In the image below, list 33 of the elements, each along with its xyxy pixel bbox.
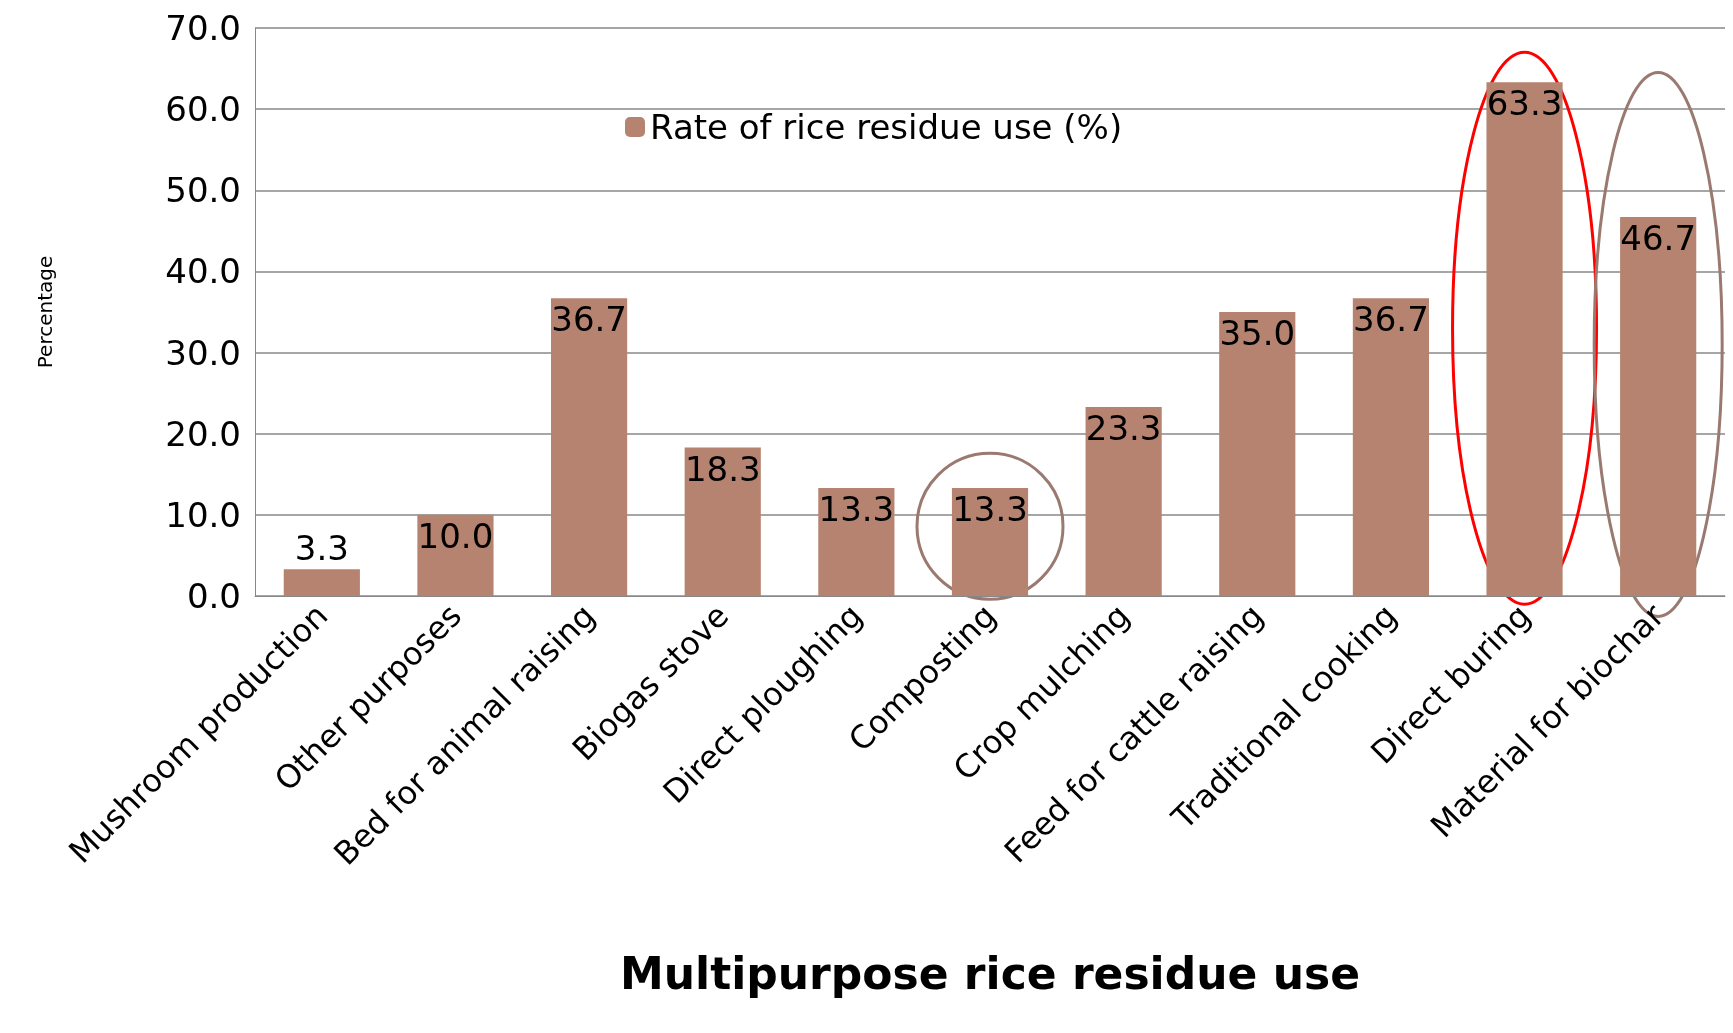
y-tick-label: 0.0 (186, 576, 241, 616)
data-label: 35.0 (1219, 313, 1296, 353)
y-tick-label: 50.0 (165, 170, 241, 211)
x-axis-title: Multipurpose rice residue use (619, 947, 1361, 999)
bar (684, 447, 761, 596)
y-tick-label: 20.0 (165, 413, 241, 454)
bar (1486, 82, 1563, 596)
data-label: 63.3 (1486, 83, 1563, 124)
bar (818, 488, 895, 596)
bar (1352, 298, 1429, 596)
bar (951, 488, 1029, 596)
data-label: 18.3 (684, 448, 761, 489)
y-tick-label: 70.0 (165, 8, 241, 48)
data-label: 3.3 (294, 528, 349, 569)
y-tick-label: 60.0 (165, 89, 241, 130)
bar (1620, 217, 1697, 596)
data-label: 13.3 (952, 489, 1028, 530)
data-label: 46.7 (1620, 218, 1697, 259)
data-label: 36.7 (1353, 299, 1429, 340)
bar (417, 514, 494, 596)
data-label: 10.0 (417, 515, 494, 556)
y-tick-label: 30.0 (165, 332, 241, 373)
bar (283, 569, 360, 596)
legend-label: Rate of rice residue use (%) (650, 107, 1123, 147)
data-label: 13.3 (818, 489, 895, 530)
bar (1219, 312, 1296, 596)
y-tick-label: 10.0 (165, 494, 241, 535)
data-label: 23.3 (1085, 407, 1162, 448)
data-label: 36.7 (551, 299, 627, 340)
bar (551, 298, 628, 596)
y-axis-title: Percentage (33, 255, 57, 369)
y-tick-label: 40.0 (165, 251, 241, 292)
bar (1085, 406, 1162, 596)
